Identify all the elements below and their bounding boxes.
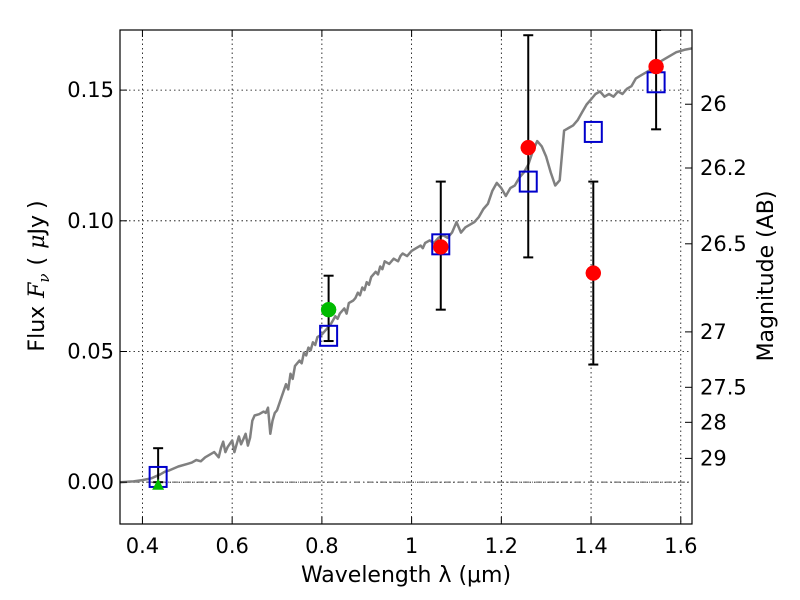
green-point — [320, 301, 337, 318]
x-axis-label: Wavelength λ (μm) — [301, 563, 511, 588]
y-label-unit-mu: μ — [25, 235, 50, 249]
magnitude-tick-label: 26.5 — [700, 232, 747, 256]
model-box — [319, 324, 339, 347]
observed-point — [585, 265, 602, 281]
magnitude-tick-label: 26 — [700, 92, 727, 116]
x-axis-ticks: 0.4 0.6 0.8 1 1.2 1.4 1.6 — [126, 30, 697, 558]
magnitude-axis-ticks: 26 26.2 26.5 27 27.5 28 29 — [685, 92, 747, 470]
y-axis-ticks: 0.00 0.05 0.10 0.15 — [67, 78, 127, 494]
magnitude-tick-label: 27.5 — [700, 375, 747, 399]
x-tick-label: 0.4 — [126, 534, 159, 558]
magnitude-tick-label: 28 — [700, 410, 727, 434]
observed-point — [520, 139, 537, 156]
y-label-close-paren: ) — [25, 200, 50, 209]
y-label-symbol: F — [25, 282, 50, 299]
y-label-open-paren: ( — [25, 257, 50, 266]
x-tick-label: 1.2 — [485, 534, 518, 558]
x-tick-label: 0.8 — [305, 534, 338, 558]
y-tick-label: 0.15 — [67, 78, 114, 102]
x-tick-label: 0.6 — [215, 534, 248, 558]
x-tick-label: 1.6 — [664, 534, 697, 558]
y-axis-label: Flux Fν ( μJy) — [25, 200, 53, 351]
x-tick-label: 1 — [405, 534, 418, 558]
plot-frame — [119, 29, 693, 525]
y-label-subscript: ν — [35, 273, 53, 282]
model-box — [518, 170, 538, 193]
observed-markers — [152, 58, 664, 490]
y-label-unit: Jy — [25, 215, 50, 237]
y-tick-label: 0.10 — [67, 209, 114, 233]
magnitude-axis-label: Magnitude (AB) — [754, 191, 779, 362]
y-tick-label: 0.05 — [67, 339, 114, 363]
y-tick-label: 0.00 — [67, 470, 114, 494]
y-label-prefix: Flux — [25, 306, 50, 352]
observed-point — [433, 239, 449, 255]
sed-model-curve — [120, 47, 692, 484]
green-triangle — [152, 478, 165, 490]
x-tick-label: 1.4 — [574, 534, 607, 558]
magnitude-tick-label: 27 — [700, 320, 727, 344]
observed-point — [648, 58, 664, 75]
plot-area — [120, 30, 692, 490]
model-box — [583, 120, 603, 143]
magnitude-tick-label: 29 — [700, 446, 727, 470]
magnitude-tick-label: 26.2 — [700, 156, 747, 180]
